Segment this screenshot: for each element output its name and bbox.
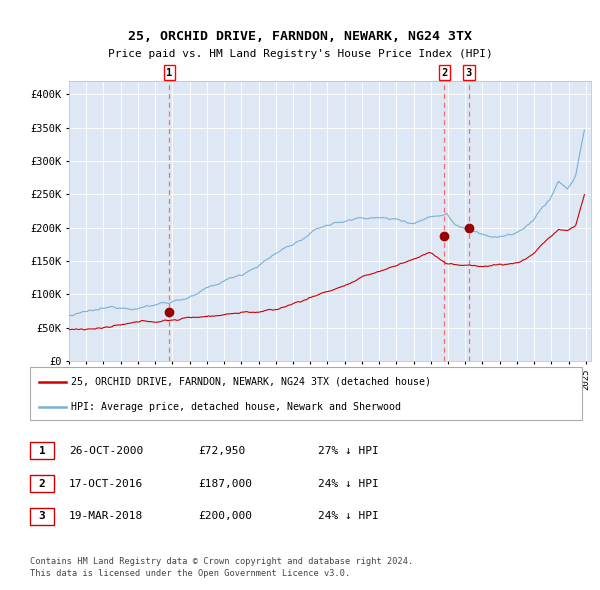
Text: Price paid vs. HM Land Registry's House Price Index (HPI): Price paid vs. HM Land Registry's House … — [107, 50, 493, 59]
Text: 3: 3 — [466, 68, 472, 78]
Text: 19-MAR-2018: 19-MAR-2018 — [69, 512, 143, 522]
Text: 3: 3 — [38, 512, 46, 522]
Text: 2: 2 — [441, 68, 448, 78]
Text: 25, ORCHID DRIVE, FARNDON, NEWARK, NG24 3TX: 25, ORCHID DRIVE, FARNDON, NEWARK, NG24 … — [128, 30, 472, 43]
Text: 24% ↓ HPI: 24% ↓ HPI — [318, 512, 379, 522]
Text: £72,950: £72,950 — [198, 445, 245, 455]
Text: Contains HM Land Registry data © Crown copyright and database right 2024.
This d: Contains HM Land Registry data © Crown c… — [30, 557, 413, 578]
Text: £187,000: £187,000 — [198, 478, 252, 489]
Text: HPI: Average price, detached house, Newark and Sherwood: HPI: Average price, detached house, Newa… — [71, 402, 401, 412]
Text: 1: 1 — [38, 445, 46, 455]
Text: £200,000: £200,000 — [198, 512, 252, 522]
Text: 26-OCT-2000: 26-OCT-2000 — [69, 445, 143, 455]
Text: 2: 2 — [38, 478, 46, 489]
Text: 24% ↓ HPI: 24% ↓ HPI — [318, 478, 379, 489]
Text: 1: 1 — [166, 68, 173, 78]
Text: 17-OCT-2016: 17-OCT-2016 — [69, 478, 143, 489]
Text: 25, ORCHID DRIVE, FARNDON, NEWARK, NG24 3TX (detached house): 25, ORCHID DRIVE, FARNDON, NEWARK, NG24 … — [71, 377, 431, 387]
Text: 27% ↓ HPI: 27% ↓ HPI — [318, 445, 379, 455]
